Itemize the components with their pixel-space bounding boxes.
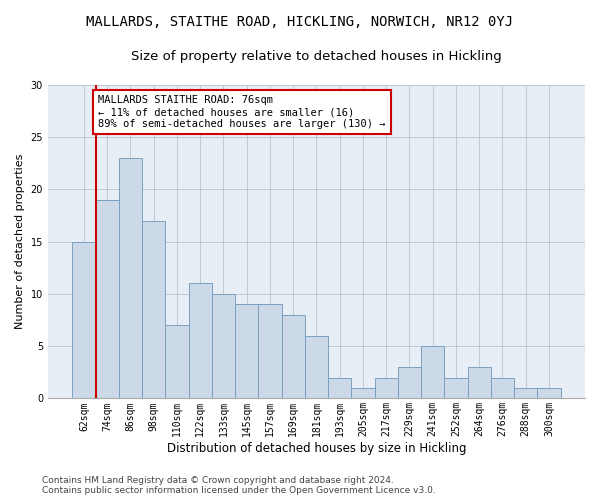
Text: MALLARDS, STAITHE ROAD, HICKLING, NORWICH, NR12 0YJ: MALLARDS, STAITHE ROAD, HICKLING, NORWIC… — [86, 15, 514, 29]
Bar — [445, 378, 467, 398]
Bar — [538, 388, 560, 398]
Bar — [142, 221, 166, 398]
Bar — [73, 242, 95, 398]
X-axis label: Distribution of detached houses by size in Hickling: Distribution of detached houses by size … — [167, 442, 466, 455]
Text: Contains HM Land Registry data © Crown copyright and database right 2024.
Contai: Contains HM Land Registry data © Crown c… — [42, 476, 436, 495]
Bar — [188, 284, 212, 399]
Bar — [374, 378, 398, 398]
Bar — [119, 158, 142, 398]
Bar — [212, 294, 235, 399]
Bar — [514, 388, 538, 398]
Bar — [467, 367, 491, 398]
Bar — [281, 315, 305, 398]
Y-axis label: Number of detached properties: Number of detached properties — [15, 154, 25, 330]
Bar — [398, 367, 421, 398]
Text: MALLARDS STAITHE ROAD: 76sqm
← 11% of detached houses are smaller (16)
89% of se: MALLARDS STAITHE ROAD: 76sqm ← 11% of de… — [98, 96, 385, 128]
Bar — [305, 336, 328, 398]
Title: Size of property relative to detached houses in Hickling: Size of property relative to detached ho… — [131, 50, 502, 63]
Bar — [95, 200, 119, 398]
Bar — [491, 378, 514, 398]
Bar — [259, 304, 281, 398]
Bar — [328, 378, 352, 398]
Bar — [235, 304, 259, 398]
Bar — [352, 388, 374, 398]
Bar — [166, 326, 188, 398]
Bar — [421, 346, 445, 399]
